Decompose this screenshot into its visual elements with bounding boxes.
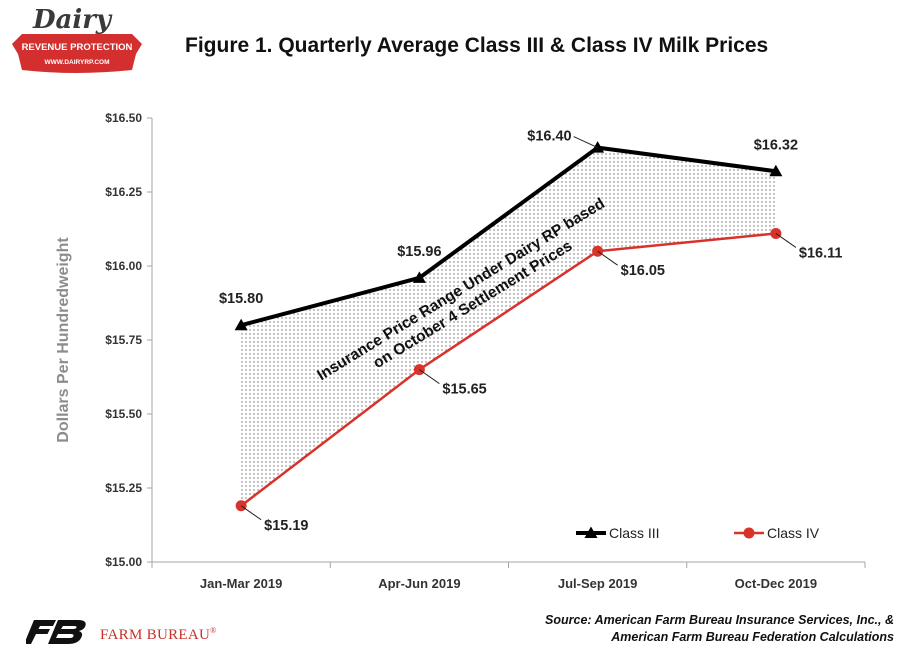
- y-tick-label: $15.50: [105, 407, 142, 421]
- y-tick-label: $16.00: [105, 259, 142, 273]
- source-line-2: American Farm Bureau Federation Calculat…: [611, 630, 894, 644]
- legend-label-class-iii: Class III: [609, 525, 660, 541]
- x-tick-label: Apr-Jun 2019: [378, 576, 460, 591]
- class-iv-data-label: $15.19: [264, 518, 308, 534]
- class-iv-data-label: $16.11: [799, 245, 843, 261]
- class-iii-data-label: $16.40: [527, 129, 571, 145]
- y-tick-label: $15.75: [105, 333, 142, 347]
- logo-word: Dairy: [32, 5, 113, 35]
- legend-marker-class-iii: [584, 526, 598, 538]
- class-iii-marker: [412, 271, 426, 283]
- legend-marker-class-iv: [743, 527, 755, 539]
- x-tick-label: Oct-Dec 2019: [735, 576, 817, 591]
- source-note: Source: American Farm Bureau Insurance S…: [545, 612, 894, 646]
- x-tick-label: Jan-Mar 2019: [200, 576, 282, 591]
- class-iii-label-leader: [573, 136, 598, 149]
- y-tick-label: $15.25: [105, 481, 142, 495]
- class-iii-data-label: $16.32: [754, 137, 798, 153]
- class-iii-line: [240, 145, 777, 328]
- y-tick-label: $15.00: [105, 555, 142, 569]
- legend-label-class-iv: Class IV: [767, 525, 820, 541]
- dairy-rp-logo: Dairy REVENUE PROTECTION WWW.DAIRYRP.COM: [12, 5, 142, 73]
- y-tick-label: $16.50: [105, 111, 142, 125]
- y-axis-label: Dollars Per Hundredweight: [55, 237, 72, 443]
- class-iv-label-leader: [597, 250, 618, 266]
- class-iv-data-label: $16.05: [621, 263, 665, 279]
- class-iv-label-leader: [419, 369, 440, 385]
- farm-bureau-text: FARM BUREAU: [100, 627, 211, 643]
- x-tick-label: Jul-Sep 2019: [558, 576, 638, 591]
- chart-title: Figure 1. Quarterly Average Class III & …: [185, 34, 769, 57]
- class-iii-marker: [769, 164, 783, 177]
- y-tick-label: $16.25: [105, 185, 142, 199]
- class-iv-label-leader: [240, 505, 262, 521]
- class-iv-data-label: $15.65: [442, 382, 486, 398]
- class-iii-data-label: $15.96: [397, 244, 441, 260]
- source-line-1: Source: American Farm Bureau Insurance S…: [545, 613, 894, 627]
- class-iii-marker: [234, 318, 248, 331]
- class-iii-data-label: $15.80: [219, 291, 263, 307]
- class-iii-marker: [591, 141, 605, 153]
- farm-bureau-name: FARM BUREAU®: [100, 626, 217, 644]
- class-iv-label-leader: [775, 233, 797, 248]
- logo-url: WWW.DAIRYRP.COM: [45, 59, 110, 66]
- class-iv-line: [240, 232, 776, 507]
- farm-bureau-logo-icon: [26, 620, 86, 644]
- logo-banner: [12, 34, 142, 73]
- trademark-symbol: ®: [210, 626, 217, 635]
- band-annotation-line-1: Insurance Price Range Under Dairy RP bas…: [314, 195, 608, 384]
- logo-banner-text: REVENUE PROTECTION: [22, 42, 133, 53]
- insurance-price-band: [241, 147, 776, 506]
